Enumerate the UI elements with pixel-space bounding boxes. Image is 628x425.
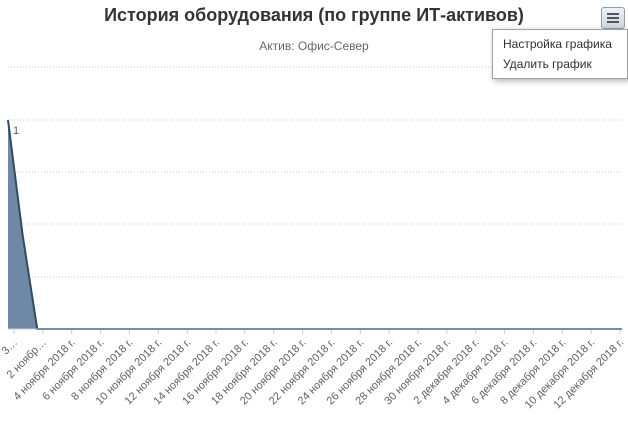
menu-bar-line — [607, 17, 619, 19]
series-line — [7, 119, 622, 330]
menu-bar-line — [607, 13, 619, 15]
series-area — [8, 120, 622, 329]
x-tick-label: 3… — [0, 337, 20, 358]
chart-title: История оборудования (по группе ИТ-актив… — [104, 5, 524, 25]
menu-item-chart-settings[interactable]: Настройка графика — [503, 37, 612, 51]
menu-bar-line — [607, 21, 619, 23]
y-tick-label: 1 — [13, 125, 19, 137]
menu-hamburger-icon[interactable] — [601, 7, 625, 29]
chart-subtitle: Актив: Офис-Север — [259, 39, 369, 53]
chart-context-menu: Настройка графика Удалить график — [492, 29, 628, 79]
menu-item-delete-chart[interactable]: Удалить график — [503, 57, 592, 71]
